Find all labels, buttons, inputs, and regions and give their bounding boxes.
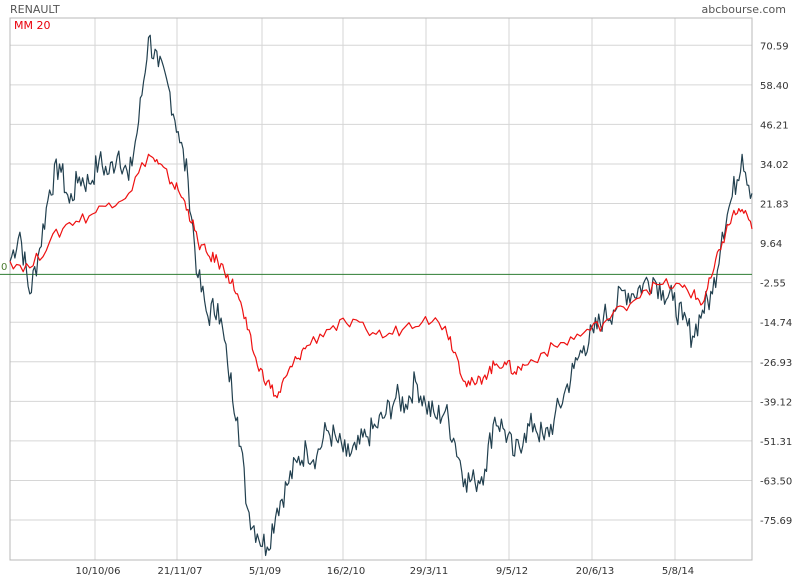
source-label: abcbourse.com bbox=[701, 3, 786, 16]
y-tick-label: -75.69 bbox=[760, 516, 792, 527]
x-tick-label: 20/6/13 bbox=[576, 566, 615, 577]
x-tick-label: 5/1/09 bbox=[249, 566, 281, 577]
series-line-price bbox=[9, 34, 753, 557]
y-tick-label: 21.83 bbox=[760, 200, 789, 211]
y-tick-label: 34.02 bbox=[760, 160, 789, 171]
y-tick-label: 46.21 bbox=[760, 120, 789, 131]
plot-frame bbox=[9, 17, 753, 561]
y-tick-label: 58.40 bbox=[760, 81, 789, 92]
legend-item-mm20: MM 20 bbox=[14, 19, 51, 32]
x-tick-label: 29/3/11 bbox=[410, 566, 449, 577]
x-tick-label: 16/2/10 bbox=[327, 566, 366, 577]
y-tick-label: -2.55 bbox=[760, 279, 786, 290]
x-tick-label: 9/5/12 bbox=[496, 566, 528, 577]
y-tick-label: -63.50 bbox=[760, 476, 792, 487]
x-tick-label: 21/11/07 bbox=[158, 566, 203, 577]
y-tick-label: -14.74 bbox=[760, 318, 792, 329]
y-tick-label: -26.93 bbox=[760, 358, 792, 369]
y-tick-label: -39.12 bbox=[760, 397, 792, 408]
series-line-ma20 bbox=[9, 153, 753, 399]
zero-line-label: 0 bbox=[1, 262, 8, 273]
y-tick-label: 70.59 bbox=[760, 41, 789, 52]
y-tick-label: 9.64 bbox=[760, 239, 782, 250]
x-tick-label: 10/10/06 bbox=[76, 566, 121, 577]
y-tick-label: -51.31 bbox=[760, 437, 792, 448]
x-tick-label: 5/8/14 bbox=[662, 566, 694, 577]
chart-title: RENAULT bbox=[10, 3, 60, 16]
